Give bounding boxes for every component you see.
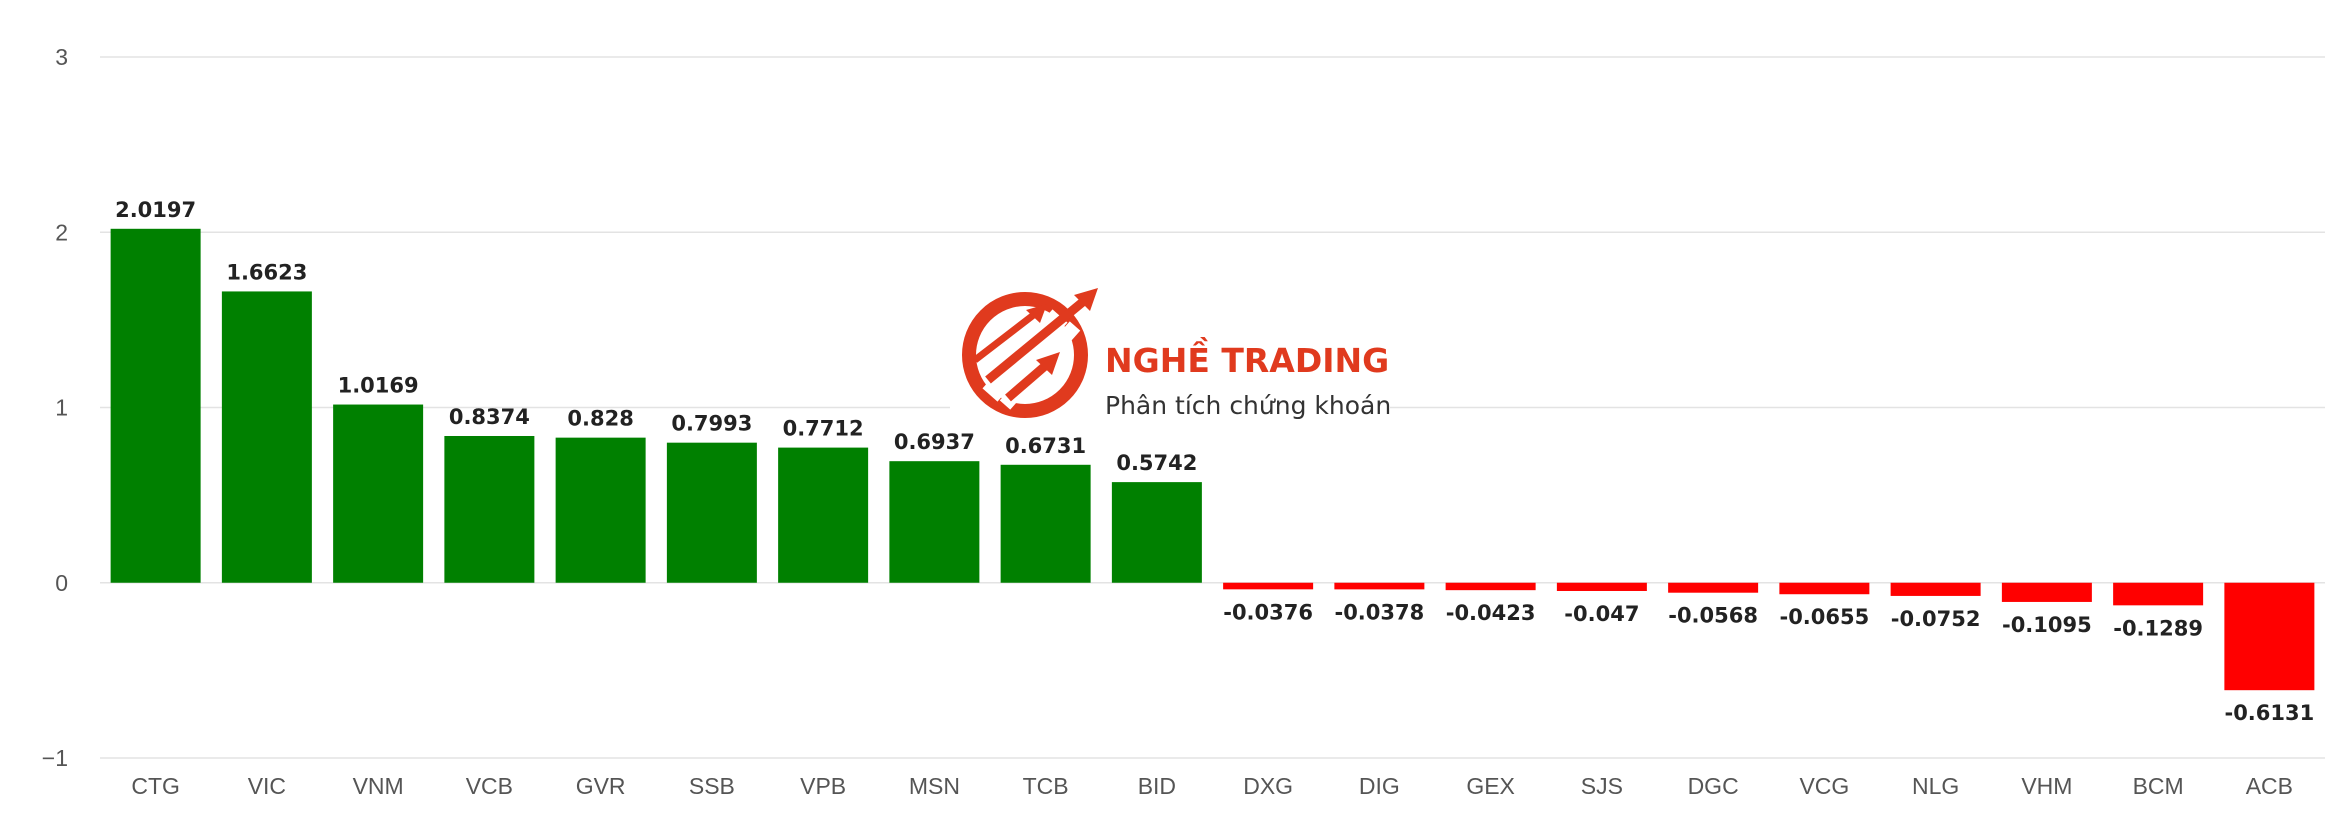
bar-vpb[interactable] [778,447,869,583]
data-label: 2.0197 [115,198,196,222]
x-tick-label: GVR [576,773,626,799]
data-label: -0.047 [1564,602,1639,626]
x-tick-label: SSB [689,773,735,799]
bars [110,228,2315,691]
data-labels: 2.0197 1.6623 1.0169 0.8374 0.828 0.7993 0.771… [115,198,2314,725]
y-tick-label: −1 [42,745,68,771]
bar-gex[interactable] [1445,582,1536,591]
data-label: -0.0376 [1223,600,1313,624]
x-tick-label: MSN [909,773,960,799]
bar-ssb[interactable] [666,442,757,583]
data-label: 0.6937 [894,430,975,454]
bar-ctg[interactable] [110,228,201,583]
x-tick-label: VNM [353,773,404,799]
bar-vcg[interactable] [1779,582,1870,595]
data-label: 0.8374 [449,405,530,429]
bar-bid[interactable] [1111,482,1202,583]
y-tick-label: 2 [55,219,68,245]
bar-vnm[interactable] [333,404,424,583]
x-tick-label: VPB [800,773,846,799]
x-tick-label: TCB [1023,773,1069,799]
x-tick-label: ACB [2246,773,2293,799]
data-label: -0.0423 [1446,601,1536,625]
bar-nlg[interactable] [1890,582,1981,596]
bar-vhm[interactable] [2001,582,2092,602]
bar-vic[interactable] [221,291,312,583]
x-tick-label: NLG [1912,773,1959,799]
data-label: -0.0752 [1891,607,1981,631]
x-tick-label: GEX [1466,773,1515,799]
x-tick-label: DXG [1243,773,1293,799]
x-tick-label: DIG [1359,773,1400,799]
bar-dig[interactable] [1334,582,1425,590]
bar-tcb[interactable] [1000,464,1091,583]
x-tick-label: SJS [1581,773,1623,799]
x-tick-label: VCG [1799,773,1849,799]
data-label: 0.6731 [1005,434,1086,458]
x-axis: CTG VIC VNM VCB GVR SSB VPB MSN TCB BID DXG DIG GEX S… [131,773,2293,799]
data-label: -0.1095 [2002,613,2092,637]
data-label: 0.5742 [1116,451,1197,475]
bar-sjs[interactable] [1556,582,1647,591]
y-axis: 3 2 1 0 −1 [42,44,68,771]
data-label: 0.828 [567,407,633,431]
bar-dxg[interactable] [1223,582,1314,590]
watermark-subtitle: Phân tích chứng khoán [1105,391,1391,420]
x-tick-label: BCM [2133,773,2184,799]
x-tick-label: BID [1138,773,1176,799]
data-label: -0.0655 [1779,605,1869,629]
data-label: 0.7993 [671,412,752,436]
y-tick-label: 1 [55,395,68,421]
y-tick-label: 3 [55,44,68,70]
x-tick-label: VCB [466,773,513,799]
x-tick-label: VIC [248,773,286,799]
bar-gvr[interactable] [555,437,646,583]
bar-vcb[interactable] [444,435,535,583]
data-label: -0.6131 [2224,701,2314,725]
data-label: -0.0568 [1668,604,1758,628]
bar-dgc[interactable] [1668,582,1759,593]
bar-acb[interactable] [2224,582,2315,691]
data-label: -0.0378 [1334,600,1424,624]
data-label: 1.0169 [338,374,419,398]
watermark-logo: NGHỀ TRADING Phân tích chứng khoán [950,280,1391,430]
y-tick-label: 0 [55,570,68,596]
data-label: 1.6623 [226,260,307,284]
trading-arrows-logo-icon [962,288,1098,418]
data-label: -0.1289 [2113,616,2203,640]
watermark-title: NGHỀ TRADING [1105,336,1389,380]
data-label: 0.7712 [783,417,864,441]
bar-bcm[interactable] [2113,582,2204,606]
x-tick-label: DGC [1688,773,1739,799]
x-tick-label: CTG [131,773,180,799]
bar-msn[interactable] [889,461,980,583]
x-tick-label: VHM [2021,773,2072,799]
